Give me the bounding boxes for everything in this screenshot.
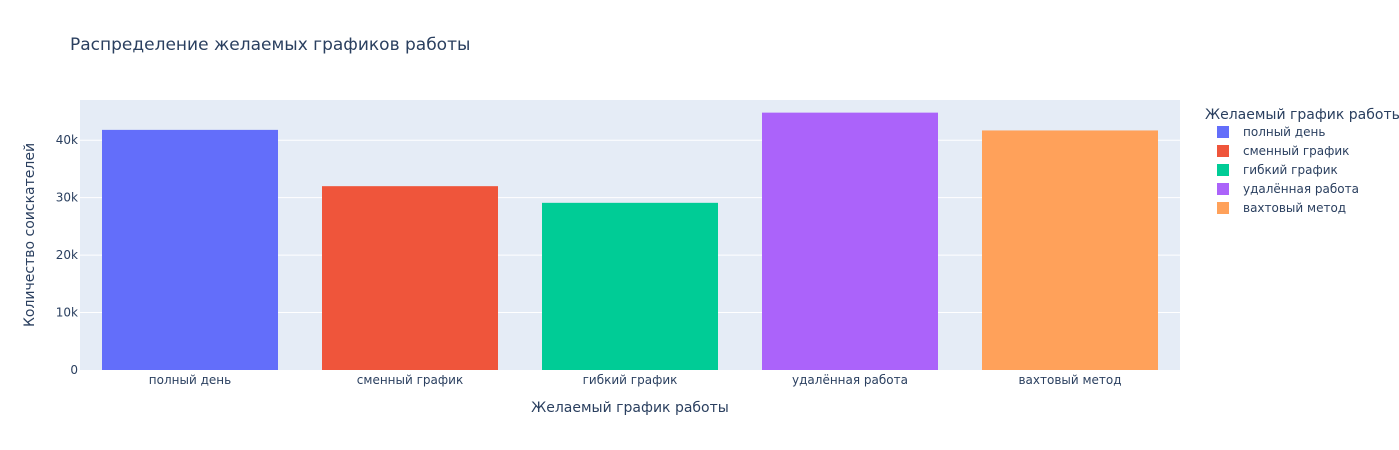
legend-item-label[interactable]: полный день [1243, 125, 1325, 139]
bar [322, 186, 498, 370]
x-tick-label: гибкий график [583, 373, 678, 387]
bar [762, 112, 938, 370]
bars [102, 112, 1158, 370]
y-tick-label: 40k [56, 133, 78, 147]
legend-swatch[interactable] [1217, 164, 1229, 176]
bar [542, 202, 718, 370]
legend-item-label[interactable]: удалённая работа [1243, 182, 1359, 196]
bar [102, 129, 278, 370]
legend-swatch[interactable] [1217, 183, 1229, 195]
x-tick-label: сменный график [357, 373, 463, 387]
bar [982, 130, 1158, 370]
x-axis-ticks: полный день сменный график гибкий график уд… [149, 373, 1122, 387]
legend: Желаемый график работы полный день сменны… [1205, 107, 1399, 215]
legend-item-label[interactable]: гибкий график [1243, 163, 1338, 177]
x-tick-label: вахтовый метод [1018, 373, 1121, 387]
legend-title: Желаемый график работы [1205, 107, 1399, 123]
y-tick-label: 30k [56, 191, 78, 205]
y-tick-label: 0 [70, 363, 78, 377]
legend-item-label[interactable]: сменный график [1243, 144, 1349, 158]
legend-swatch[interactable] [1217, 145, 1229, 157]
y-axis-ticks: 0 10k 20k 30k 40k [56, 133, 78, 377]
legend-swatch[interactable] [1217, 202, 1229, 214]
y-tick-label: 10k [56, 306, 78, 320]
x-axis-title: Желаемый график работы [531, 400, 729, 416]
x-tick-label: удалённая работа [792, 373, 908, 387]
x-tick-label: полный день [149, 373, 231, 387]
chart-title: Распределение желаемых графиков работы [70, 35, 470, 55]
legend-swatch[interactable] [1217, 126, 1229, 138]
legend-item-label[interactable]: вахтовый метод [1243, 201, 1346, 215]
y-axis-title: Количество соискателей [22, 143, 38, 327]
y-tick-label: 20k [56, 248, 78, 262]
